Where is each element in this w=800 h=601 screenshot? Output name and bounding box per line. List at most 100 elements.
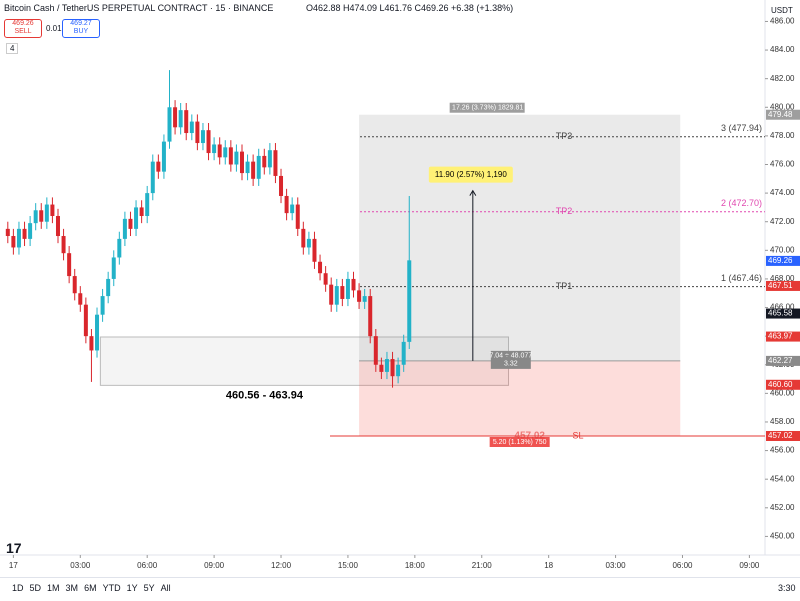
candle-body (189, 121, 194, 134)
candle-body (67, 253, 72, 277)
zone-label: 460.56 - 463.94 (226, 389, 304, 401)
x-tick-label: 18 (544, 561, 553, 570)
candle-body (184, 110, 189, 134)
candle-body (117, 238, 122, 258)
y-tick-label: 450.00 (770, 532, 795, 541)
x-tick-label: 12:00 (271, 561, 292, 570)
level-tag: SL (572, 430, 583, 440)
target-tag (449, 102, 525, 113)
stop-tag (489, 436, 550, 447)
candle-body (379, 364, 384, 372)
candle-body (312, 238, 317, 262)
candle-body (223, 147, 228, 158)
buy-price: 469.27 (70, 20, 92, 27)
candle-body (318, 261, 323, 274)
candle-body (16, 228, 21, 248)
y-tick-label: 476.00 (770, 160, 795, 169)
sell-button[interactable]: 469.26 SELL (4, 19, 42, 38)
center-label: 7.04 ÷ 48.077 (489, 353, 532, 360)
sell-text: SELL (14, 28, 32, 35)
level-label: 2 (472.70) (721, 198, 762, 208)
candle-body (340, 286, 345, 299)
candle-body (273, 150, 278, 176)
y-tick-label: 468.00 (770, 274, 795, 283)
candle-body (89, 336, 94, 351)
candle-body (212, 144, 217, 154)
candle-body (245, 161, 250, 174)
range-button[interactable]: 5D (29, 583, 42, 593)
buy-button[interactable]: 469.27 BUY (62, 19, 100, 38)
candle-body (290, 204, 295, 214)
candle-body (200, 130, 205, 144)
candle-body (50, 204, 55, 216)
price-tag (766, 255, 800, 266)
range-button[interactable]: 3M (65, 583, 79, 593)
range-button[interactable]: 5Y (143, 583, 155, 593)
candle-body (145, 193, 150, 216)
logo[interactable]: 17 (6, 540, 22, 556)
candle-body (217, 144, 222, 158)
price-tag (766, 109, 800, 120)
candle-body (279, 175, 284, 196)
candle-body (368, 296, 373, 337)
range-button[interactable]: 1Y (126, 583, 138, 593)
price-tag (766, 331, 800, 342)
candle-body (256, 155, 261, 179)
spread: 0.01 (46, 24, 62, 33)
range-button[interactable]: 1D (12, 583, 24, 593)
candle-body (61, 236, 66, 254)
range-button[interactable]: YTD (102, 583, 121, 593)
candle-body (150, 161, 155, 194)
candle-body (251, 161, 256, 179)
candle-body (28, 223, 33, 239)
candle-body (329, 284, 334, 305)
x-tick-label: 03:00 (606, 561, 627, 570)
y-tick-label: 470.00 (770, 245, 795, 254)
candle-body (228, 147, 233, 165)
measure-head (469, 189, 477, 196)
y-tick-label: 452.00 (770, 503, 795, 512)
price-label: 467.51 (768, 281, 793, 290)
symbol[interactable]: Bitcoin Cash / TetherUS PERPETUAL CONTRA… (4, 3, 274, 13)
y-tick-label: 466.00 (770, 303, 795, 312)
y-tick-label: 472.00 (770, 217, 795, 226)
center-tag (490, 350, 531, 369)
level-tag: TP1 (556, 281, 573, 291)
candle-body (139, 207, 144, 216)
measure-label: 11.90 (2.57%) 1,190 (435, 170, 507, 179)
range-button[interactable]: 1M (47, 583, 60, 593)
price-label: 457.02 (768, 431, 793, 440)
stop-zone (359, 360, 681, 436)
range-button[interactable]: All (160, 583, 171, 593)
x-tick-label: 06:00 (137, 561, 158, 570)
candle-body (44, 204, 49, 222)
candle-body (33, 210, 38, 224)
candle-body (407, 260, 412, 342)
currency[interactable]: USDT (771, 6, 793, 15)
lots[interactable]: 4 (6, 43, 19, 54)
candle-body (5, 228, 10, 237)
ranges: 1D 5D 1M 3M 6M YTD 1Y 5Y All (6, 583, 171, 593)
sell-price: 469.26 (12, 20, 34, 27)
level-label: 457.02 (514, 431, 545, 442)
candle-body (39, 210, 44, 222)
candle-body (78, 293, 83, 305)
price-tag (766, 280, 800, 291)
candle-body (161, 141, 166, 172)
price-label: 469.26 (768, 256, 793, 265)
y-tick-label: 454.00 (770, 474, 795, 483)
candle-body (167, 107, 172, 142)
target-label: 17.26 (3.73%) 1829.81 (452, 105, 523, 112)
candle-body (55, 215, 60, 237)
candle-body (284, 195, 289, 214)
candle-body (301, 228, 306, 248)
range-button[interactable]: 6M (84, 583, 97, 593)
y-tick-label: 456.00 (770, 446, 795, 455)
y-tick-label: 460.00 (770, 388, 795, 397)
price-label: 460.60 (768, 380, 793, 389)
candle-body (72, 276, 77, 294)
y-tick-label: 458.00 (770, 417, 795, 426)
header: Bitcoin Cash / TetherUS PERPETUAL CONTRA… (4, 3, 513, 13)
candle-body (334, 286, 339, 305)
